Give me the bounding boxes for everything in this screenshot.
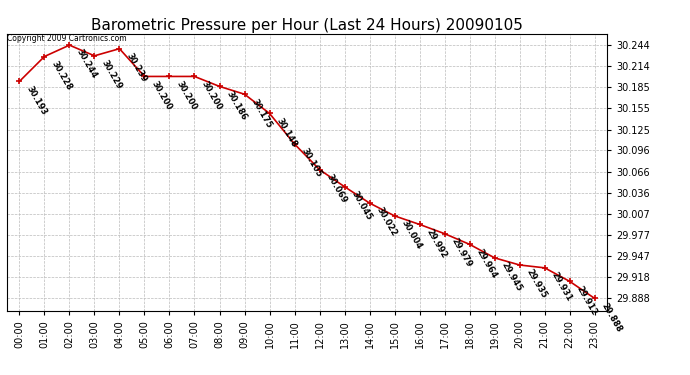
Text: 29.935: 29.935 (524, 268, 549, 300)
Text: 30.200: 30.200 (150, 79, 173, 112)
Text: 30.105: 30.105 (299, 147, 324, 179)
Text: 30.244: 30.244 (75, 48, 99, 81)
Text: 29.964: 29.964 (475, 247, 499, 280)
Text: 30.069: 30.069 (324, 172, 348, 205)
Text: 30.200: 30.200 (199, 79, 224, 112)
Text: 29.912: 29.912 (575, 284, 599, 317)
Text: 29.945: 29.945 (500, 261, 524, 293)
Text: 30.229: 30.229 (99, 58, 124, 91)
Text: 30.175: 30.175 (250, 97, 273, 129)
Text: 30.045: 30.045 (350, 190, 373, 222)
Text: 29.931: 29.931 (550, 271, 573, 303)
Text: 30.004: 30.004 (400, 219, 424, 251)
Title: Barometric Pressure per Hour (Last 24 Hours) 20090105: Barometric Pressure per Hour (Last 24 Ho… (91, 18, 523, 33)
Text: 30.193: 30.193 (24, 84, 48, 117)
Text: 30.200: 30.200 (175, 79, 198, 112)
Text: 29.979: 29.979 (450, 237, 473, 269)
Text: 30.022: 30.022 (375, 206, 399, 238)
Text: 30.239: 30.239 (124, 51, 148, 84)
Text: 30.186: 30.186 (224, 89, 248, 122)
Text: 29.888: 29.888 (600, 301, 624, 334)
Text: 30.148: 30.148 (275, 116, 299, 149)
Text: Copyright 2009 Cartronics.com: Copyright 2009 Cartronics.com (7, 34, 126, 43)
Text: 29.992: 29.992 (424, 227, 448, 260)
Text: 30.228: 30.228 (50, 59, 73, 92)
